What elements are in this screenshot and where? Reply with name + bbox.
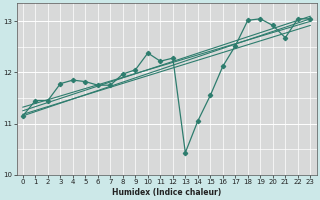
- Bar: [17, 3, 29, 175]
- Bar: [92, 3, 104, 175]
- Bar: [242, 3, 254, 175]
- Bar: [154, 3, 167, 175]
- Bar: [79, 3, 92, 175]
- Bar: [292, 3, 304, 175]
- Bar: [304, 3, 316, 175]
- Bar: [204, 3, 217, 175]
- Bar: [104, 3, 116, 175]
- Bar: [67, 3, 79, 175]
- Bar: [229, 3, 242, 175]
- Bar: [217, 3, 229, 175]
- Bar: [167, 3, 179, 175]
- Bar: [267, 3, 279, 175]
- Bar: [279, 3, 292, 175]
- Bar: [129, 3, 141, 175]
- Bar: [254, 3, 267, 175]
- Bar: [29, 3, 42, 175]
- Bar: [54, 3, 67, 175]
- Bar: [141, 3, 154, 175]
- Bar: [116, 3, 129, 175]
- Bar: [192, 3, 204, 175]
- Bar: [42, 3, 54, 175]
- X-axis label: Humidex (Indice chaleur): Humidex (Indice chaleur): [112, 188, 221, 197]
- Bar: [179, 3, 192, 175]
